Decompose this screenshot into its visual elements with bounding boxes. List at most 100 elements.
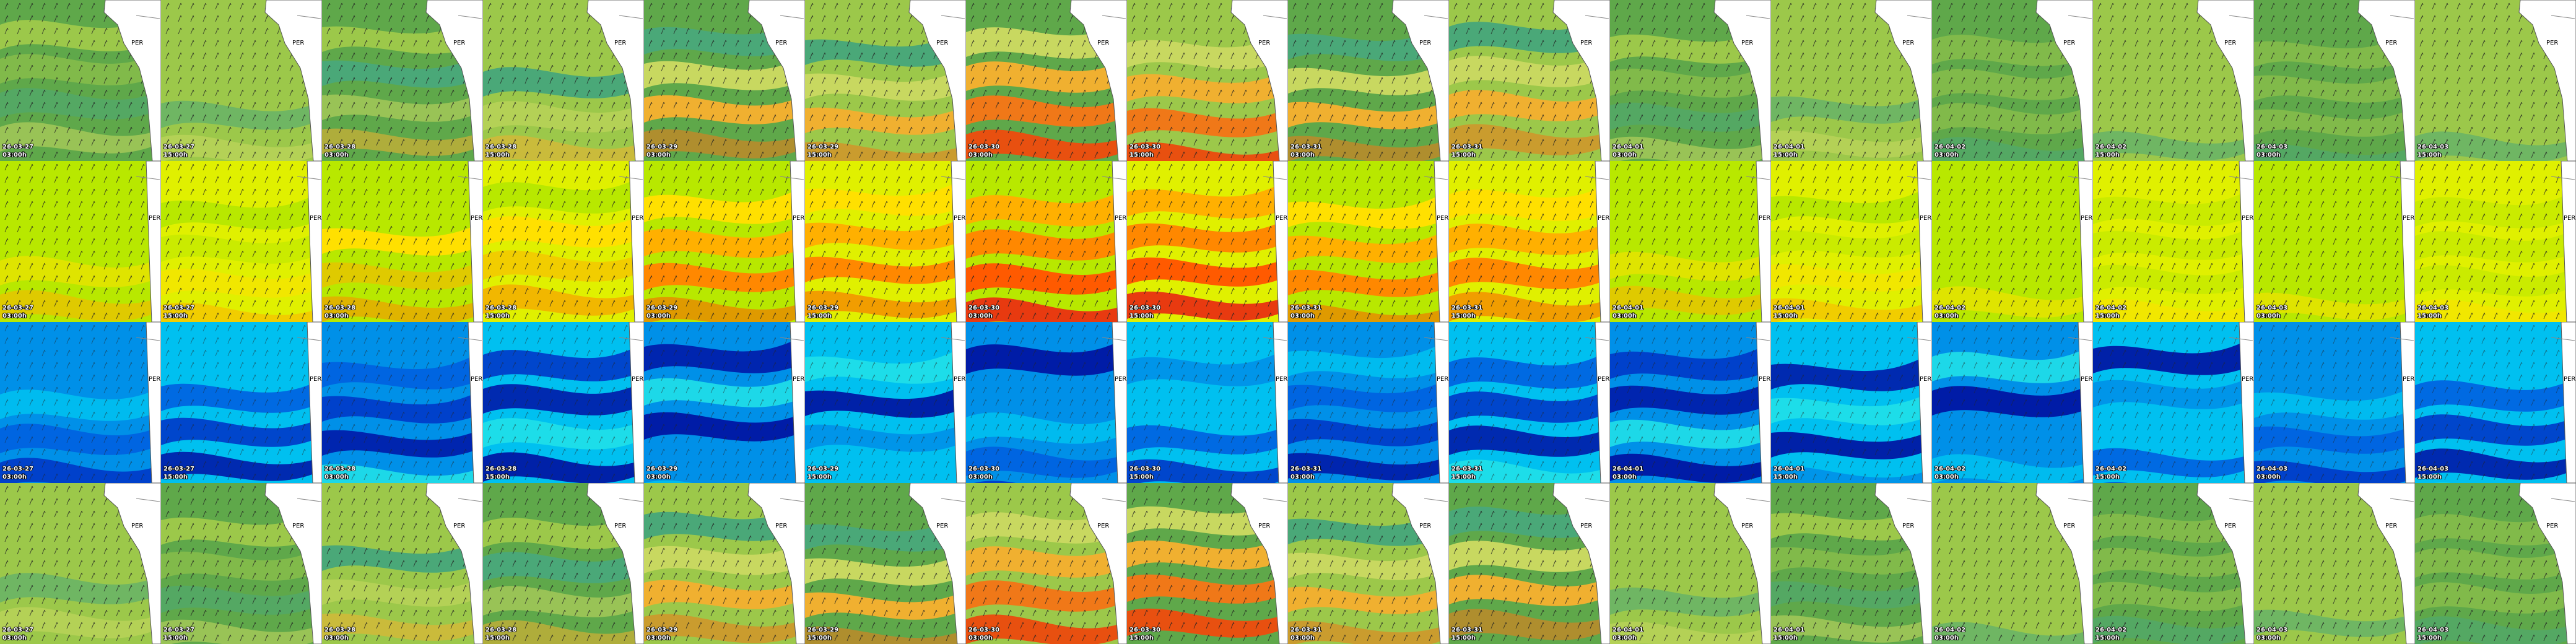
tile-date: 26-03-28 — [324, 627, 355, 633]
tile-time: 15:00h — [163, 313, 188, 320]
tile-date: 26-04-01 — [1612, 466, 1643, 472]
tile-body: PER 26-03-29 03:00h — [644, 322, 805, 483]
border — [619, 337, 643, 341]
tile-date: 26-04-02 — [2095, 144, 2126, 150]
land — [1112, 322, 1127, 483]
tile-date: 26-04-02 — [1934, 305, 1965, 311]
land — [103, 483, 161, 644]
tile-date: 26-03-29 — [807, 466, 838, 472]
tile-body: PER 26-03-31 03:00h — [1288, 161, 1449, 322]
country-label: PER — [2385, 40, 2397, 46]
wind-arrows — [1932, 322, 2093, 483]
tile-date: 26-03-28 — [485, 305, 516, 311]
tile-body: PER 26-04-02 03:00h — [1932, 161, 2093, 322]
land — [103, 0, 161, 161]
land — [2518, 0, 2576, 161]
border — [619, 498, 643, 502]
tile-body: PER 26-03-28 03:00h — [322, 0, 483, 161]
land — [586, 483, 644, 644]
wind-arrows — [644, 322, 805, 483]
border — [780, 498, 804, 502]
map-tile: PER 26-03-30 15:00h — [1127, 483, 1288, 644]
land — [1917, 322, 1932, 483]
land — [2035, 483, 2093, 644]
tile-date: 26-03-27 — [163, 627, 194, 633]
land — [264, 483, 322, 644]
border — [2390, 337, 2414, 341]
land — [146, 161, 161, 322]
country-label: PER — [2063, 523, 2075, 529]
tile-date: 26-03-30 — [968, 305, 999, 311]
tile-time: 15:00h — [2095, 474, 2120, 481]
tile-body: PER 26-03-28 03:00h — [322, 161, 483, 322]
border — [1907, 498, 1931, 502]
tile-time: 03:00h — [1612, 152, 1637, 159]
tile-date: 26-03-29 — [646, 627, 677, 633]
tile-body: PER 26-03-30 15:00h — [1127, 322, 1288, 483]
map-tile: PER 26-04-03 15:00h — [2415, 483, 2576, 644]
tile-time: 15:00h — [1773, 313, 1798, 320]
tile-body: PER 26-03-31 15:00h — [1449, 322, 1610, 483]
tile-date: 26-03-30 — [968, 466, 999, 472]
tile-body: PER 26-04-01 03:00h — [1610, 322, 1771, 483]
land — [1112, 161, 1127, 322]
land — [1874, 483, 1932, 644]
border — [619, 176, 643, 180]
land — [908, 483, 966, 644]
map-tile: PER 26-03-30 03:00h — [966, 0, 1127, 161]
border — [1907, 15, 1931, 19]
tile-date: 26-03-29 — [646, 305, 677, 311]
tile-body: PER 26-03-27 15:00h — [161, 161, 322, 322]
tile-body: PER 26-03-28 15:00h — [483, 322, 644, 483]
wind-arrows — [2415, 161, 2576, 322]
tile-date: 26-03-27 — [2, 627, 33, 633]
land — [425, 0, 483, 161]
tile-date: 26-03-31 — [1290, 466, 1321, 472]
land — [468, 161, 483, 322]
land — [1756, 322, 1771, 483]
border — [458, 176, 482, 180]
tile-date: 26-04-02 — [2095, 305, 2126, 311]
tile-time: 03:00h — [1290, 152, 1315, 159]
map-tile: PER 26-03-29 15:00h — [805, 0, 966, 161]
border — [1907, 176, 1931, 180]
country-label: PER — [1437, 376, 1448, 383]
wind-arrows — [1771, 322, 1932, 483]
tile-date: 26-04-01 — [1773, 144, 1804, 150]
map-tile: PER 26-04-02 15:00h — [2093, 483, 2254, 644]
map-tile: PER 26-04-03 15:00h — [2415, 322, 2576, 483]
map-tile: PER 26-03-28 03:00h — [322, 322, 483, 483]
tile-body: PER 26-03-29 15:00h — [805, 483, 966, 644]
map-tile: PER 26-03-29 15:00h — [805, 161, 966, 322]
map-tile: PER 26-03-31 03:00h — [1288, 0, 1449, 161]
tile-time: 03:00h — [2256, 635, 2281, 642]
tile-body: PER 26-04-02 03:00h — [1932, 483, 2093, 644]
tile-body: PER 26-03-27 15:00h — [161, 322, 322, 483]
border — [2229, 15, 2253, 19]
map-tile: PER 26-03-28 15:00h — [483, 161, 644, 322]
tile-date: 26-03-29 — [807, 627, 838, 633]
border — [2551, 15, 2575, 19]
tile-body: PER 26-03-31 15:00h — [1449, 161, 1610, 322]
land — [2561, 322, 2576, 483]
map-tile: PER 26-03-31 15:00h — [1449, 483, 1610, 644]
tile-date: 26-03-29 — [646, 144, 677, 150]
tile-time: 03:00h — [2256, 152, 2281, 159]
country-label: PER — [1902, 523, 1914, 529]
tile-body: PER 26-04-01 03:00h — [1610, 483, 1771, 644]
wind-arrows — [161, 322, 322, 483]
land — [1713, 0, 1771, 161]
tile-body: PER 26-04-02 15:00h — [2093, 322, 2254, 483]
country-label: PER — [1258, 40, 1270, 46]
tile-body: PER 26-03-30 03:00h — [966, 322, 1127, 483]
country-label: PER — [1759, 215, 1770, 222]
land — [307, 322, 322, 483]
country-label: PER — [614, 523, 626, 529]
tile-time: 15:00h — [1773, 474, 1798, 481]
tile-date: 26-03-31 — [1290, 144, 1321, 150]
tile-time: 03:00h — [968, 635, 993, 642]
land — [790, 161, 805, 322]
tile-date: 26-04-01 — [1612, 305, 1643, 311]
map-tile: PER 26-03-30 15:00h — [1127, 161, 1288, 322]
